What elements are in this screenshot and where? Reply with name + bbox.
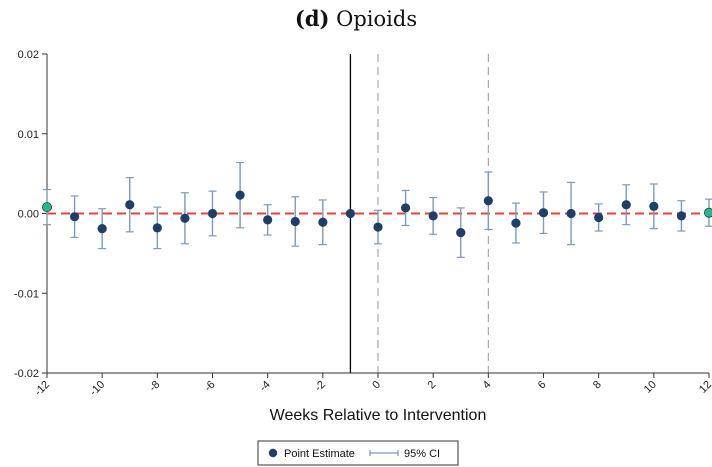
x-tick-label: 8: [591, 379, 604, 392]
x-tick-label: -12: [32, 379, 52, 399]
x-tick-label: 0: [370, 379, 383, 392]
x-tick-label: -4: [257, 379, 272, 394]
point-estimate: [152, 223, 162, 233]
chart-panel-label: (d): [294, 6, 330, 31]
point-estimate: [290, 216, 300, 227]
legend-box: [257, 440, 459, 466]
x-tick-label: -6: [202, 379, 217, 394]
point-estimate: [125, 200, 135, 210]
point-estimate: [594, 212, 604, 223]
point-estimate: [180, 213, 190, 223]
legend-label-point: Point Estimate: [284, 448, 355, 460]
point-estimate: [676, 211, 687, 221]
x-axis-title: Weeks Relative to Intervention: [270, 407, 487, 424]
legend-marker-point: [268, 448, 278, 458]
point-estimate: [483, 196, 493, 206]
y-tick-label: 0.01: [18, 129, 39, 141]
x-tick-label: 4: [481, 379, 494, 392]
axes: -0.02 -0.01 0.00 0.01 0.02 -12 -10 -8 -6 -4 -2 0 2 4 6…: [14, 49, 712, 398]
point-estimate: [538, 208, 549, 218]
point-estimate: [400, 203, 411, 213]
x-tick-label: -8: [147, 379, 162, 394]
legend: Point Estimate 95% CI: [257, 440, 459, 466]
chart-title-text: Opioids: [336, 7, 418, 31]
point-estimate: [345, 208, 356, 219]
y-tick-label: -0.02: [14, 368, 39, 380]
point-estimates: [42, 190, 712, 238]
x-tick-label: 2: [425, 379, 438, 392]
legend-label-ci: 95% CI: [404, 448, 440, 460]
x-tick-label: -2: [313, 379, 328, 394]
point-estimate: [69, 212, 80, 222]
point-estimate: [207, 208, 218, 219]
x-tick-label: 6: [536, 379, 549, 392]
point-estimate: [97, 224, 107, 234]
point-estimate: [649, 201, 659, 211]
point-estimate: [621, 200, 631, 210]
y-tick-label: 0.00: [18, 209, 39, 221]
point-estimate: [428, 211, 438, 221]
y-tick-label: -0.01: [14, 288, 39, 300]
x-tick-label: -10: [88, 379, 108, 399]
point-estimate: [511, 218, 521, 228]
point-estimate-highlight: [42, 202, 53, 213]
x-tick-label: 10: [642, 379, 659, 396]
point-estimate: [318, 217, 328, 227]
x-tick-label: 12: [697, 379, 712, 396]
point-estimate: [566, 208, 576, 219]
point-estimate: [456, 228, 466, 238]
chart-title: (d) Opioids: [0, 6, 712, 31]
point-estimate: [235, 190, 245, 200]
point-estimate-highlight: [704, 207, 712, 218]
point-estimate: [373, 222, 383, 232]
point-estimate: [263, 215, 273, 225]
y-tick-label: 0.02: [18, 49, 39, 61]
